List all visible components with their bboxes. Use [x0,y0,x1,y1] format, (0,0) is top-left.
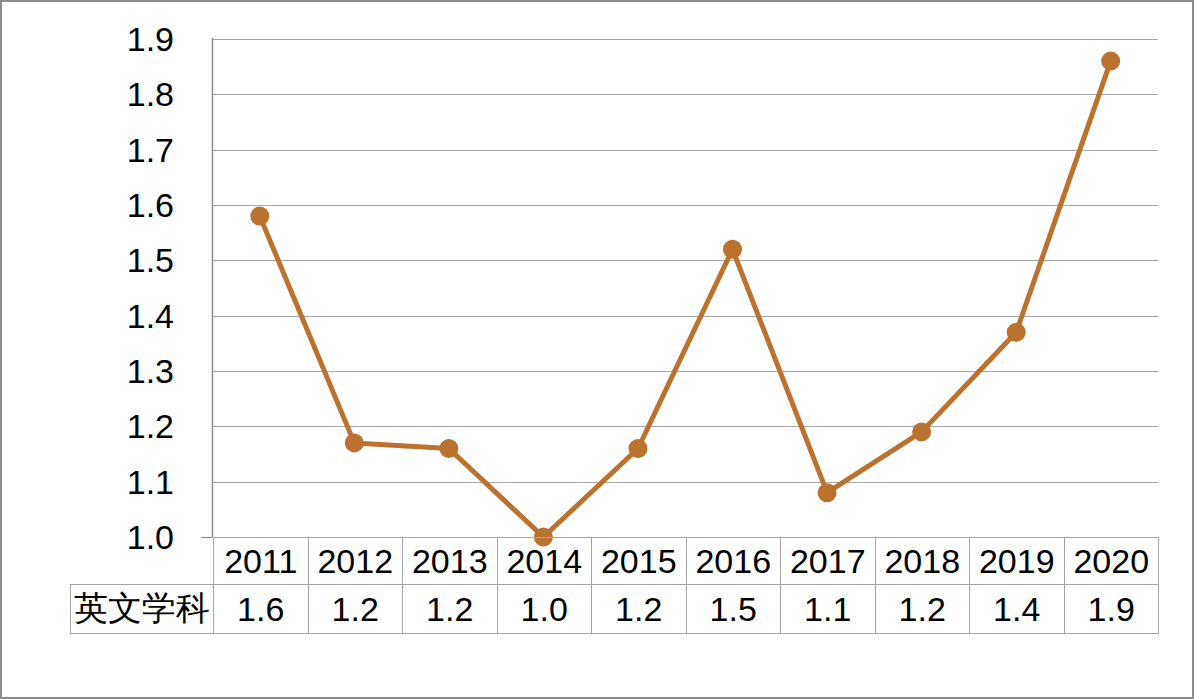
year-cell: 2013 [403,538,498,585]
year-cell: 2018 [875,538,970,585]
chart-data-table: 2011 2012 2013 2014 2015 2016 2017 2018 … [70,537,1159,634]
table-row-values: 英文学科 1.6 1.2 1.2 1.0 1.2 1.5 1.1 1.2 1.4… [71,585,1159,634]
year-cell: 2017 [781,538,876,585]
value-cell: 1.2 [403,585,498,634]
value-cell: 1.2 [308,585,403,634]
value-cell: 1.0 [497,585,592,634]
y-axis-tick-label: 1.3 [2,350,174,392]
y-axis-tick-label: 1.7 [2,129,174,171]
year-cell: 2014 [497,538,592,585]
y-axis-tick-label: 1.9 [2,18,174,60]
year-cell: 2016 [686,538,781,585]
value-cell: 1.4 [970,585,1065,634]
table-row-years: 2011 2012 2013 2014 2015 2016 2017 2018 … [71,538,1159,585]
value-cell: 1.2 [875,585,970,634]
value-cell: 1.6 [214,585,309,634]
table-corner-cell [71,538,214,585]
year-cell: 2011 [214,538,309,585]
y-axis-tick-label: 1.1 [2,461,174,503]
year-cell: 2012 [308,538,403,585]
series-label-cell: 英文学科 [71,585,214,634]
y-axis-tick-label: 1.2 [2,405,174,447]
y-axis-tick-label: 1.5 [2,239,174,281]
value-cell: 1.9 [1064,585,1159,634]
year-cell: 2019 [970,538,1065,585]
value-cell: 1.1 [781,585,876,634]
value-cell: 1.5 [686,585,781,634]
y-axis-tick-label: 1.8 [2,73,174,115]
year-cell: 2020 [1064,538,1159,585]
year-cell: 2015 [592,538,687,585]
value-cell: 1.2 [592,585,687,634]
y-axis-tick-label: 1.4 [2,295,174,337]
y-axis-tick-label: 1.6 [2,184,174,226]
chart-canvas: 1.9 1.8 1.7 1.6 1.5 1.4 1.3 1.2 1.1 1.0 … [0,0,1194,699]
